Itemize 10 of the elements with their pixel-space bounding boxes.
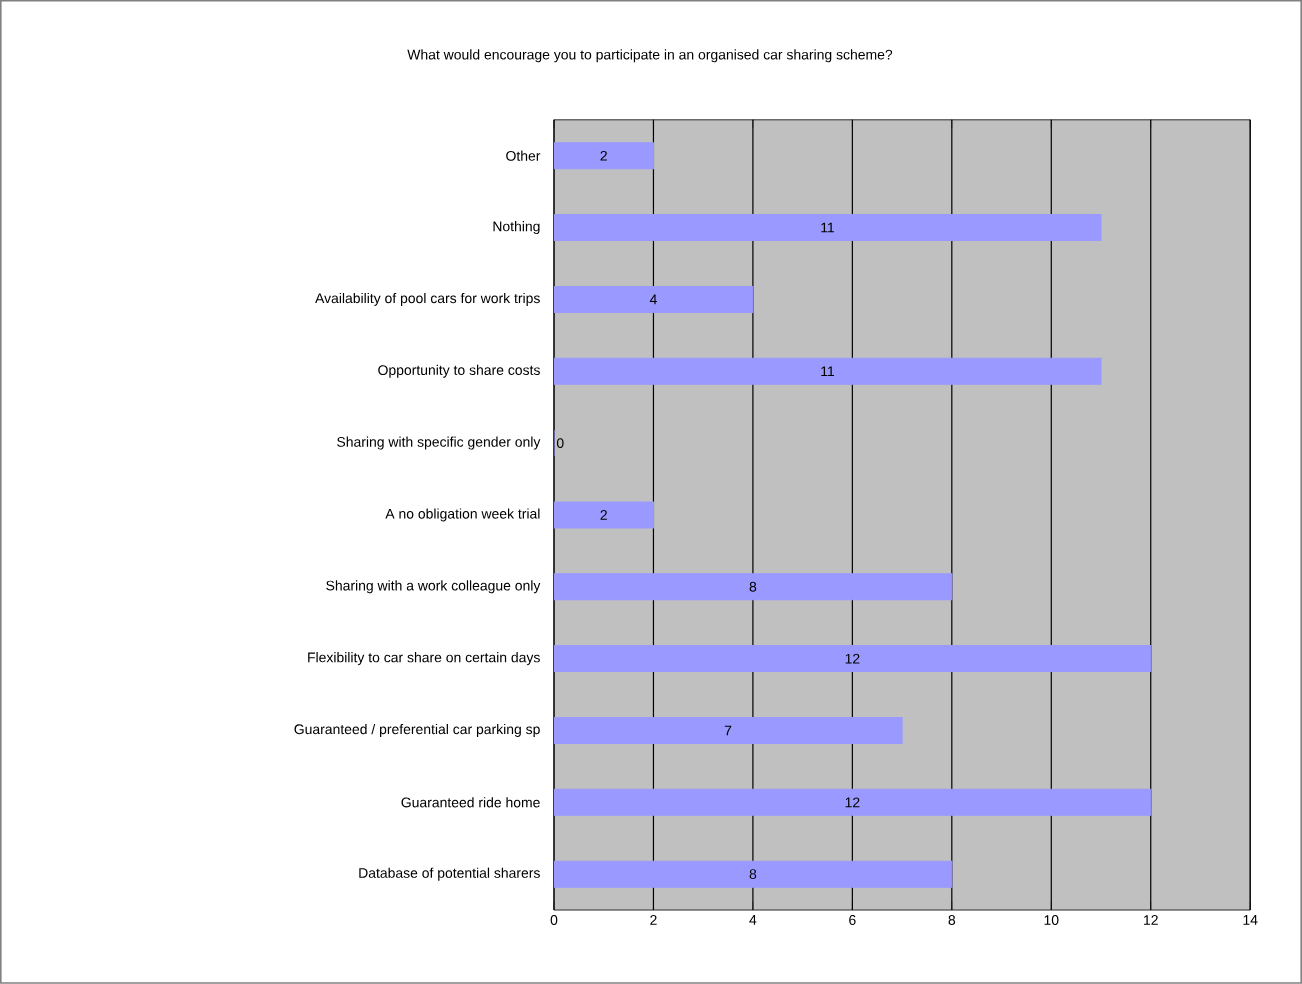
bar (553, 501, 654, 529)
bar (553, 357, 1102, 385)
bar (553, 645, 1152, 673)
bar (553, 214, 1102, 242)
bar (553, 285, 754, 313)
bar (553, 788, 1152, 816)
bar (553, 860, 953, 888)
bar (553, 573, 953, 601)
bar (553, 142, 654, 170)
bar (553, 717, 903, 745)
